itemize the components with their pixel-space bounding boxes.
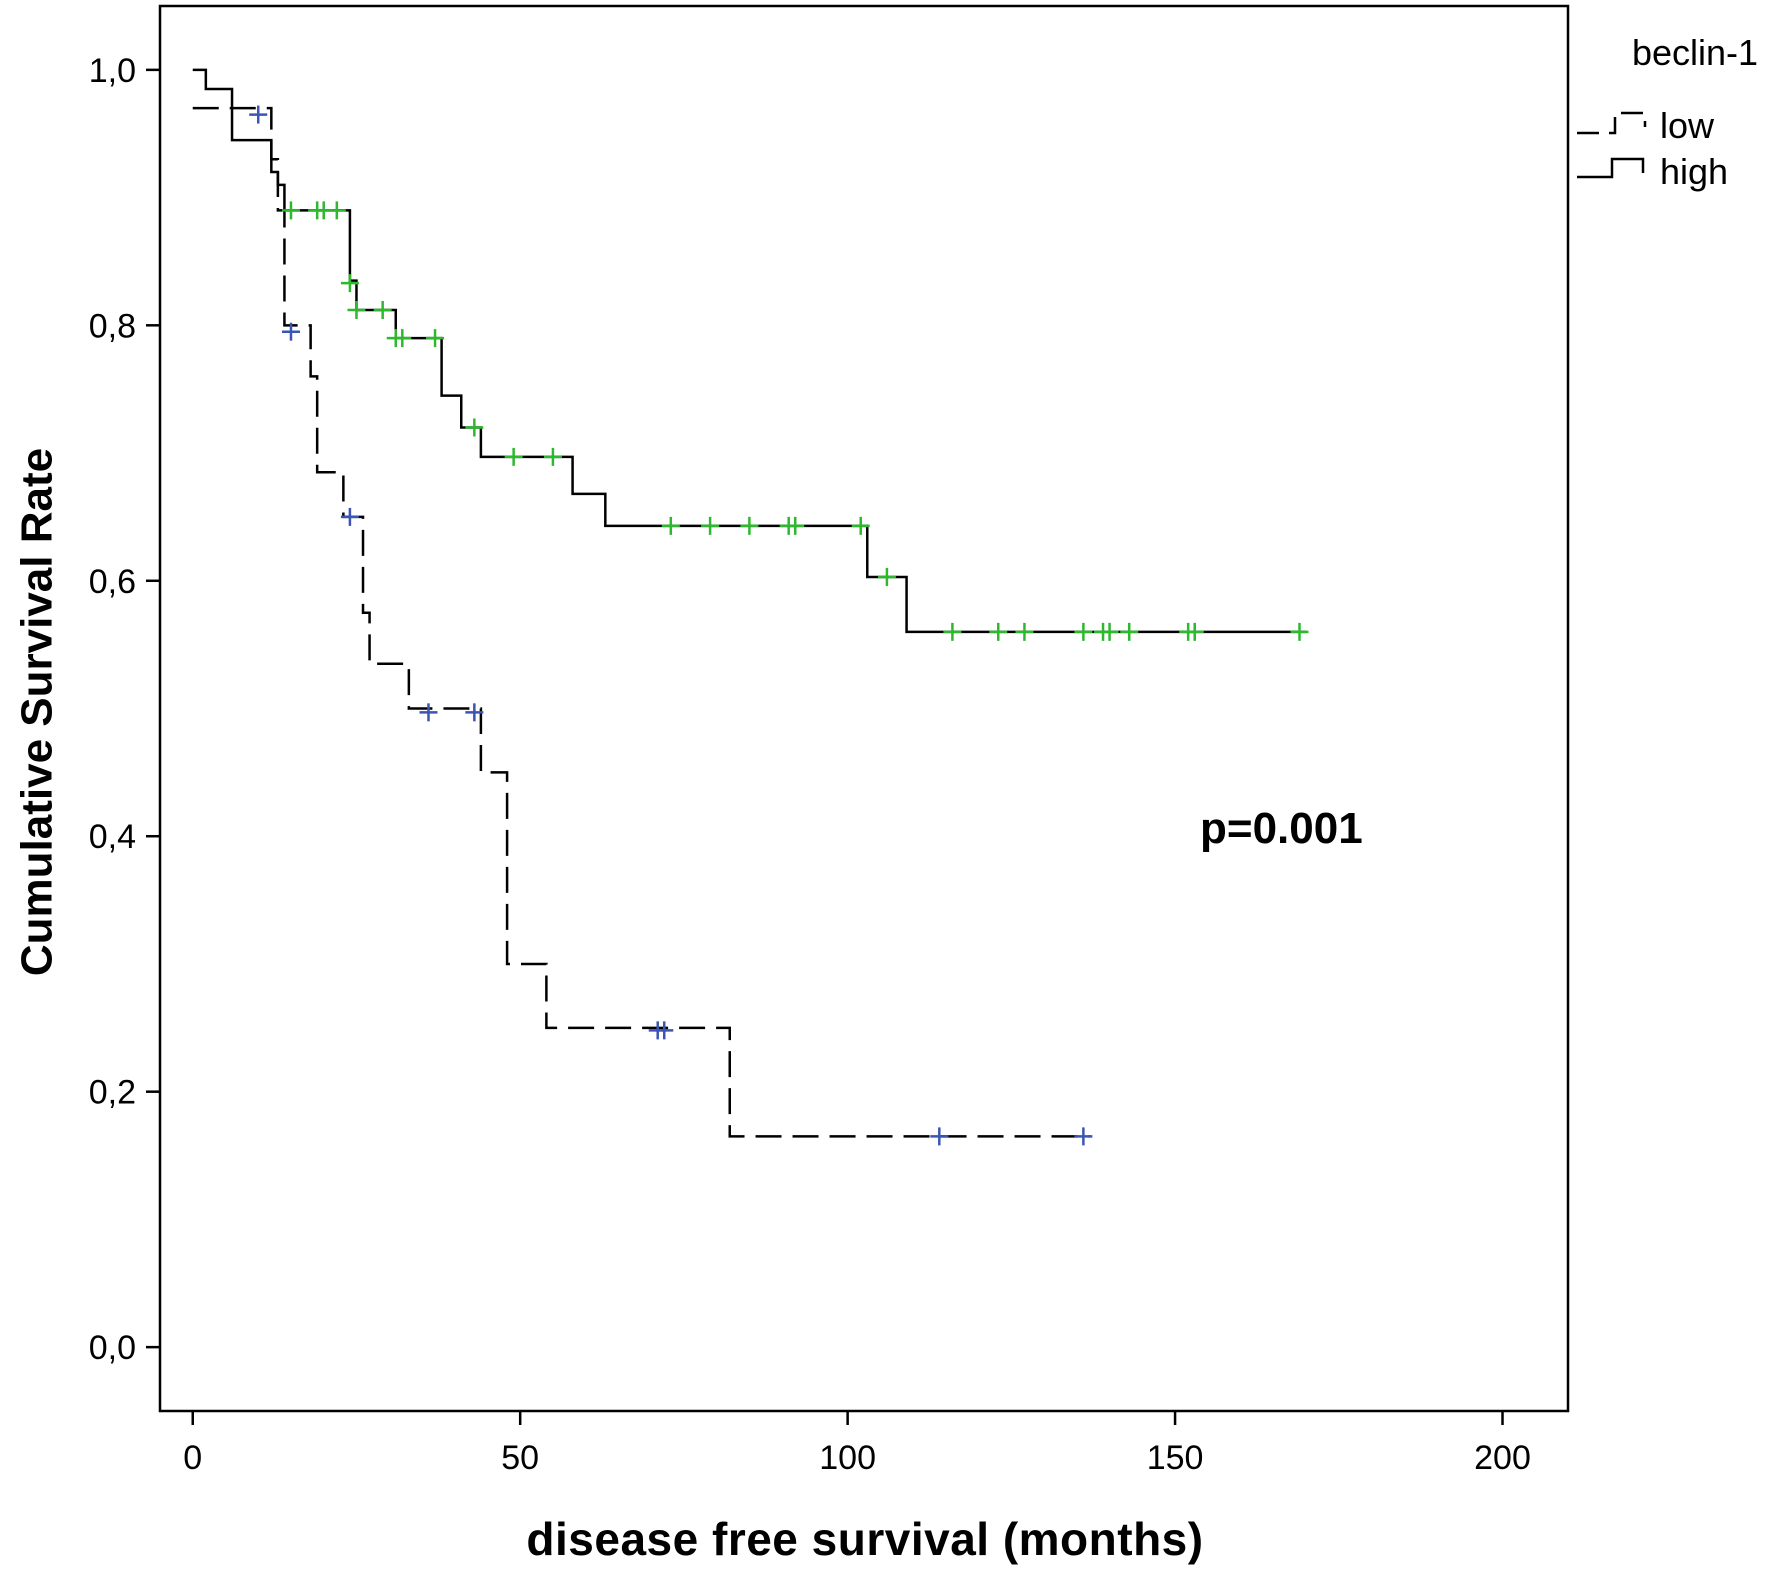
x-tick-label: 0	[183, 1439, 202, 1477]
censor-mark-high	[373, 300, 392, 319]
censor-mark-high	[504, 447, 523, 466]
survival-curve-low	[192, 106, 1090, 1138]
legend-high-label: high	[1660, 151, 1728, 192]
censor-mark-high	[340, 274, 359, 293]
censor-mark-high	[740, 516, 759, 535]
censor-mark-high	[465, 418, 484, 437]
survival-curve-high	[192, 68, 1307, 634]
censor-mark-high	[701, 516, 720, 535]
legend-high-swatch	[1577, 157, 1645, 179]
x-tick-label: 50	[501, 1439, 539, 1477]
censor-mark-high	[1120, 622, 1139, 641]
censor-mark-low	[419, 703, 438, 722]
censor-mark-high	[347, 300, 366, 319]
censor-mark-high	[786, 516, 805, 535]
censor-mark-high	[1074, 622, 1093, 641]
censor-mark-high	[281, 201, 300, 220]
censor-mark-low	[281, 322, 300, 341]
x-axis-title: disease free survival (months)	[526, 1513, 1203, 1565]
y-tick-label: 0,6	[89, 563, 136, 601]
censor-mark-high	[877, 567, 896, 586]
y-tick-label: 0,2	[89, 1074, 136, 1112]
censor-mark-high	[943, 622, 962, 641]
censor-mark-low	[1074, 1127, 1093, 1146]
legend: beclin-1 low high	[1577, 32, 1758, 192]
censor-mark-low	[930, 1127, 949, 1146]
legend-low-swatch	[1577, 111, 1647, 135]
censor-mark-high	[1185, 622, 1204, 641]
censor-mark-low	[249, 105, 268, 124]
y-tick-label: 0,4	[89, 818, 136, 856]
censor-mark-high	[543, 447, 562, 466]
x-tick-label: 150	[1147, 1439, 1204, 1477]
censor-mark-low	[465, 703, 484, 722]
censor-mark-high	[426, 329, 445, 348]
y-tick-label: 0,8	[89, 307, 136, 345]
y-axis-title: Cumulative Survival Rate	[13, 448, 62, 976]
censor-mark-low	[655, 1021, 674, 1040]
p-value-annotation: p=0.001	[1200, 804, 1363, 853]
x-tick-label: 100	[819, 1439, 876, 1477]
legend-title: beclin-1	[1632, 32, 1758, 73]
censor-mark-high	[327, 201, 346, 220]
censor-mark-high	[851, 516, 870, 535]
censor-mark-high	[1100, 622, 1119, 641]
plot-frame	[158, 4, 1570, 1413]
x-tick-label: 200	[1474, 1439, 1531, 1477]
censor-mark-low	[340, 507, 359, 526]
censor-mark-high	[1290, 622, 1309, 641]
y-tick-label: 1,0	[89, 52, 136, 90]
legend-low-label: low	[1660, 105, 1715, 146]
censor-mark-high	[661, 516, 680, 535]
censor-mark-high	[989, 622, 1008, 641]
censor-mark-high	[393, 329, 412, 348]
y-tick-label: 0,0	[89, 1329, 136, 1367]
censor-mark-high	[1015, 622, 1034, 641]
